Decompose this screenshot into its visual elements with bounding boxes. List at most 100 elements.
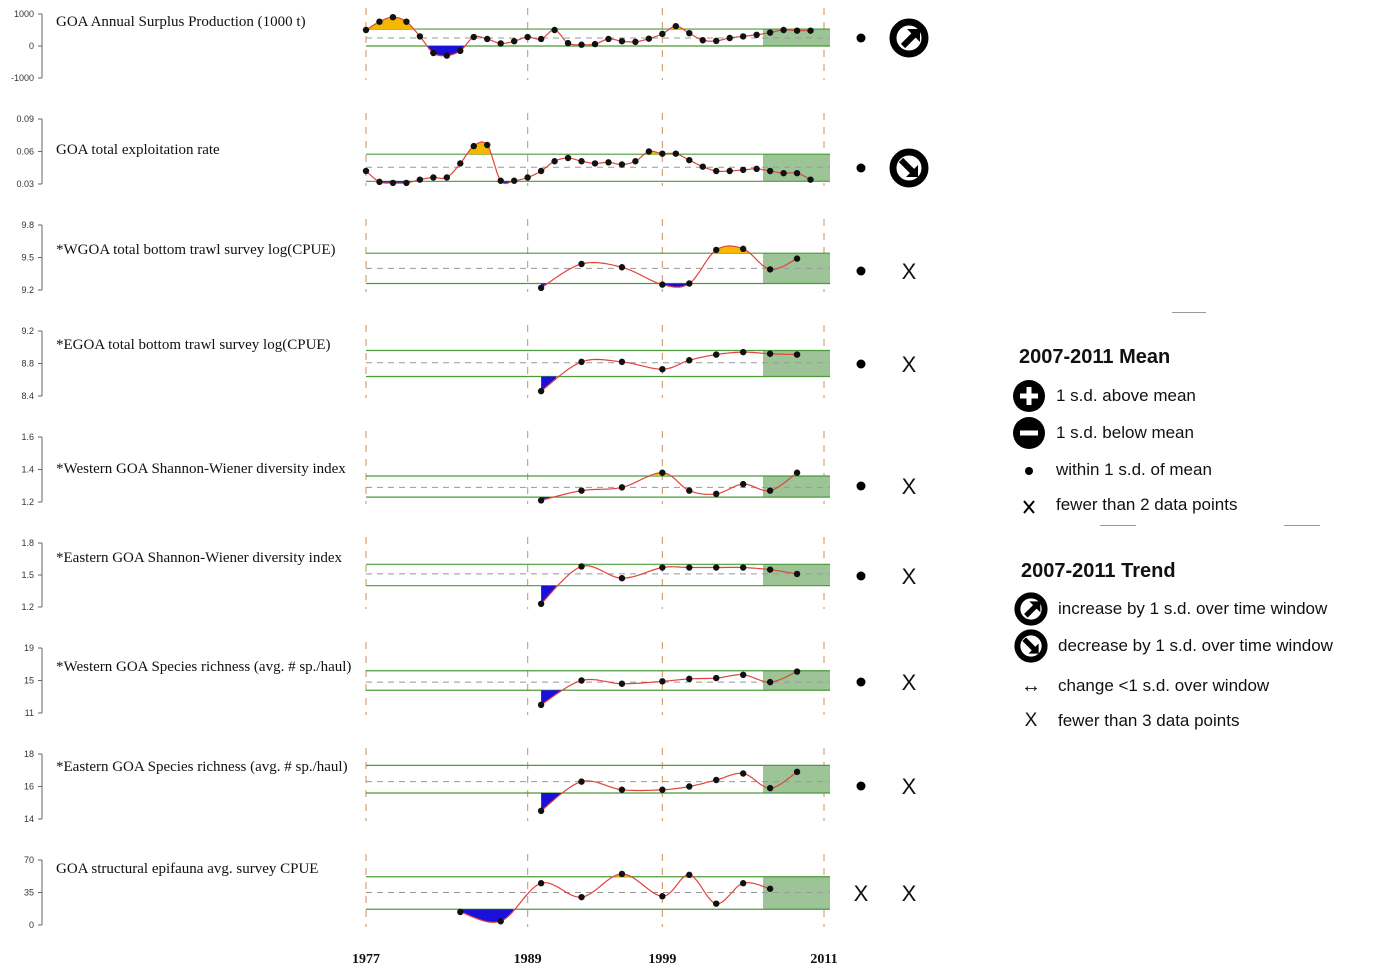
data-point: [537, 701, 545, 709]
data-point: [618, 358, 626, 366]
data-point: [672, 150, 680, 157]
data-point: [605, 35, 612, 43]
indicator-panels-chart: 1977 1989 1999 2011 1000 0 -1000 GOA Annual Sur…: [11, 8, 929, 967]
panel-title: GOA total exploitation rate: [56, 142, 220, 158]
x-mark-icon: X: [902, 670, 917, 695]
x-mark-icon: X: [902, 352, 917, 377]
artifact-line: [1172, 312, 1206, 313]
artifact-line: [1284, 525, 1320, 526]
legend-label: 1 s.d. above mean: [1056, 386, 1196, 405]
panel-9: 70 35 0 GOA structural epifauna avg. survey…: [24, 854, 917, 930]
within-sd-dot-icon: [856, 359, 866, 369]
data-point: [551, 26, 558, 34]
data-point: [793, 351, 801, 358]
data-point: [739, 770, 747, 777]
y-tick-label: 9.8: [21, 220, 34, 230]
panel-title: GOA structural epifauna avg. survey CPUE: [56, 861, 318, 877]
data-point: [686, 871, 693, 879]
legend-row-below: 1 s.d. below mean: [1012, 416, 1194, 450]
legend-label: 1 s.d. below mean: [1056, 423, 1194, 442]
data-point: [766, 29, 774, 36]
data-point: [632, 158, 639, 165]
data-point: [457, 908, 464, 916]
data-point: [578, 563, 585, 570]
data-point: [618, 484, 626, 491]
data-point: [524, 33, 531, 41]
plus-circle-icon: [1012, 379, 1046, 413]
panel-title: GOA Annual Surplus Production (1000 t): [56, 14, 306, 30]
within-sd-dot-icon: [856, 781, 866, 791]
data-point: [497, 177, 504, 184]
panel-title: *WGOA total bottom trawl survey log(CPUE…: [56, 242, 336, 258]
legend-row-within: within 1 s.d. of mean: [1012, 453, 1212, 487]
icon-head: [907, 29, 920, 42]
data-point: [686, 783, 693, 790]
data-point: [659, 786, 666, 793]
data-point: [537, 284, 545, 292]
data-point: [686, 156, 693, 164]
data-point: [766, 784, 774, 792]
data-point: [672, 22, 680, 30]
data-point: [713, 776, 720, 784]
panel-1: 1000 0 -1000 GOA Annual Surplus Production …: [11, 8, 929, 83]
data-point: [403, 179, 410, 187]
panel-title: *Eastern GOA Species richness (avg. # sp…: [56, 759, 348, 775]
data-point: [618, 786, 626, 793]
data-point: [578, 893, 585, 901]
y-tick-label: 19: [24, 643, 34, 653]
data-point: [537, 387, 545, 395]
panel-8: 18 16 14 *Eastern GOA Species richness (avg…: [24, 748, 917, 824]
data-point: [564, 154, 572, 162]
data-point: [726, 167, 733, 175]
data-point: [591, 160, 599, 167]
y-tick-label: 15: [24, 676, 34, 686]
data-point: [389, 14, 397, 21]
data-point: [470, 33, 477, 41]
y-tick-label: 0.03: [16, 179, 34, 189]
y-tick-label: 9.2: [21, 285, 34, 295]
series-line: [365, 141, 811, 185]
y-tick-label: 8.8: [21, 359, 34, 369]
data-point: [578, 158, 585, 165]
panel-3: 9.8 9.5 9.2 *WGOA total bottom trawl survey…: [21, 219, 917, 295]
data-point: [591, 40, 599, 48]
data-point: [484, 141, 491, 149]
data-point: [659, 150, 666, 157]
data-point: [739, 348, 747, 356]
legend-row-nochange: ↔ change <1 s.d. over window: [1014, 669, 1269, 703]
panel-title: *Eastern GOA Shannon-Wiener diversity in…: [56, 550, 342, 566]
y-tick-label: 9.2: [21, 326, 34, 336]
data-point: [780, 26, 787, 34]
increase-arrow-icon: [889, 18, 929, 58]
above-sd-fill: [367, 17, 414, 30]
data-point: [537, 600, 545, 607]
within-sd-dot-icon: [856, 33, 866, 43]
legend-row-increase: increase by 1 s.d. over time window: [1014, 592, 1327, 626]
data-point: [807, 27, 814, 34]
series-line: [540, 245, 798, 289]
legend-row-few: fewer than 2 data points: [1012, 488, 1237, 522]
series-line: [540, 671, 798, 706]
data-point: [632, 38, 639, 46]
data-point: [739, 671, 747, 679]
data-point: [713, 37, 720, 45]
x-mark-icon: X: [902, 774, 917, 799]
data-point: [564, 39, 572, 47]
data-point: [753, 165, 760, 173]
data-point: [659, 365, 666, 373]
data-point: [376, 178, 383, 186]
panel-2: 0.09 0.06 0.03 GOA total exploitation rate: [16, 113, 929, 189]
data-point: [618, 575, 626, 582]
data-point: [416, 176, 424, 183]
data-point: [793, 469, 801, 476]
data-point: [780, 169, 787, 177]
data-point: [793, 255, 801, 262]
data-point: [537, 807, 545, 815]
data-point: [766, 566, 774, 573]
data-point: [618, 38, 626, 45]
data-point: [686, 280, 693, 287]
year-tick-label: 1989: [514, 952, 542, 967]
data-point: [659, 281, 666, 288]
data-point: [793, 27, 801, 34]
data-point: [659, 678, 666, 685]
